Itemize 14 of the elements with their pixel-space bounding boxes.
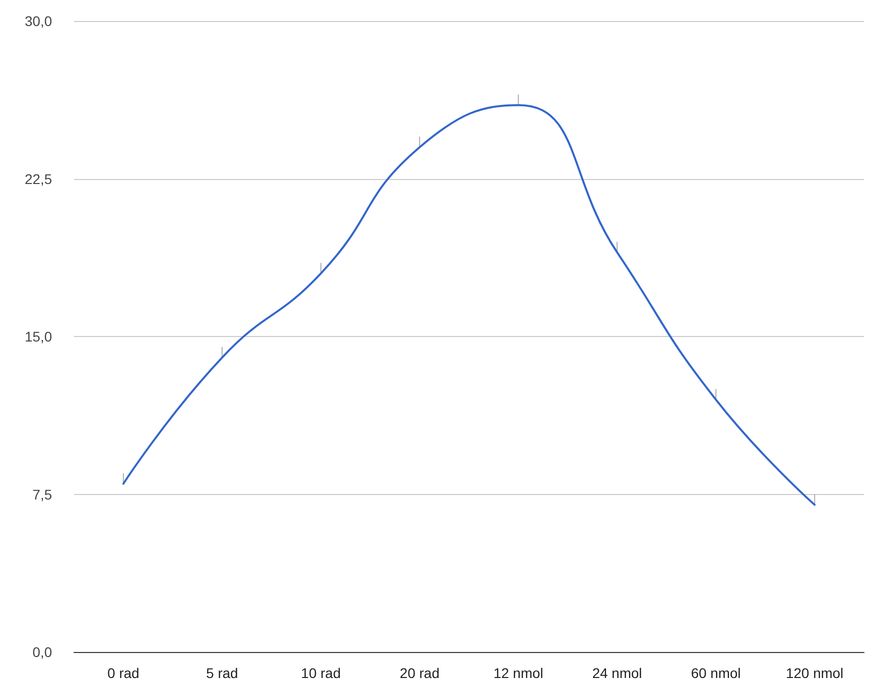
y-tick-label: 22,5 (24, 170, 52, 187)
x-tick-label: 10 rad (301, 665, 341, 681)
x-tick-label: 24 nmol (592, 665, 642, 681)
x-tick-label: 60 nmol (690, 665, 741, 681)
y-tick-label: 0,0 (32, 644, 52, 660)
x-tick-label: 120 nmol (786, 665, 844, 681)
x-tick-label: 5 rad (206, 665, 238, 681)
x-tick-label: 0 rad (107, 665, 140, 681)
x-tick-label: 20 rad (400, 665, 440, 681)
y-tick-label: 30,0 (24, 13, 52, 29)
x-tick-label: 12 nmol (493, 665, 544, 681)
y-tick-label: 15,0 (24, 328, 52, 344)
y-tick-label: 7,5 (32, 486, 52, 502)
line-series (122, 104, 816, 506)
